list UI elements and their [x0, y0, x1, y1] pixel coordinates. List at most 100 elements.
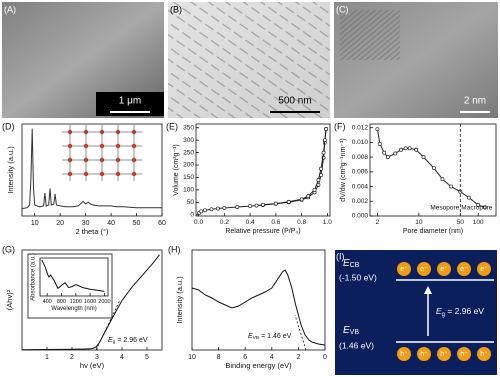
data-point — [203, 208, 207, 213]
electron — [437, 262, 451, 276]
atom — [83, 171, 89, 177]
x-tick-label: 60 — [158, 220, 166, 227]
y-tick-label: 0.012 — [352, 124, 369, 131]
data-point — [467, 195, 471, 200]
y-tick-label: 0.002 — [352, 198, 369, 205]
annotation: Eg = 2.96 eV — [108, 337, 148, 345]
atom — [83, 157, 89, 163]
data-line — [198, 128, 327, 214]
x-tick-label: 0.0 — [194, 219, 203, 226]
x-tick-label: 8 — [217, 354, 221, 361]
panel-label: (G) — [2, 244, 15, 254]
electron-label: e⁻ — [460, 266, 468, 273]
y-tick-label: 0.006 — [352, 169, 369, 176]
subscript: CB — [350, 262, 360, 269]
scale-bar-label: 1 μm — [119, 96, 141, 107]
plot-frame — [39, 257, 109, 297]
inset-box — [27, 253, 113, 319]
data-point — [316, 177, 321, 182]
annotation-text: = 2.96 eV — [115, 337, 147, 344]
subscript: g — [442, 312, 445, 318]
atom — [131, 129, 137, 135]
annotation: EVB — [343, 325, 359, 336]
hole — [477, 347, 491, 361]
x-tick-label: 3 — [95, 354, 99, 361]
x-tick-label: 50 — [133, 220, 141, 227]
atom — [99, 143, 105, 149]
x-tick-label: 2 — [376, 219, 380, 226]
data-line — [21, 128, 162, 210]
symbol: E — [248, 333, 253, 340]
x-tick-label: 50 — [457, 219, 465, 226]
tem-texture — [168, 2, 330, 118]
plot-frame — [369, 123, 497, 217]
data-point — [377, 141, 382, 146]
plot-frame — [21, 249, 163, 351]
data-point — [199, 209, 204, 214]
y-tick-label: 0 — [190, 211, 194, 218]
atom — [99, 129, 105, 135]
panel-label: (E) — [166, 121, 178, 131]
y-tick-label: 0.004 — [352, 183, 369, 190]
data-point — [261, 202, 265, 207]
hole-label: h⁺ — [400, 350, 408, 358]
x-tick-label: 1.0 — [323, 219, 332, 226]
region-label: Mesopore — [430, 205, 459, 212]
x-axis-label: Wavelength (nm) — [51, 306, 96, 312]
data-point — [254, 203, 259, 208]
x-tick-label: 6 — [243, 354, 247, 361]
y-tick-label: 350 — [183, 124, 194, 131]
atom — [67, 129, 73, 135]
data-point — [299, 197, 304, 202]
atom — [99, 171, 105, 177]
subscript: VB — [253, 335, 260, 341]
electron-label: e⁻ — [420, 266, 428, 273]
vb-energy: (1.46 eV) — [339, 340, 374, 350]
atom — [131, 157, 137, 163]
symbol: E — [108, 337, 113, 344]
y-axis-label: dV/dw (cm³g⁻¹nm⁻¹) — [340, 138, 347, 201]
data-point — [382, 150, 387, 155]
x-tick-label: 1 — [45, 354, 49, 361]
x-axis-label: Binding energy (eV) — [225, 361, 292, 370]
data-point — [215, 206, 220, 211]
electron — [457, 262, 471, 276]
x-axis-label: Pore diameter (nm) — [403, 228, 463, 235]
tangent — [95, 299, 121, 351]
data-point — [393, 151, 398, 156]
y-tick-label: 0.010 — [352, 139, 369, 146]
y-axis-label: Absorbance (a.u.) — [31, 253, 37, 301]
cb-energy: (-1.50 eV) — [339, 272, 377, 282]
data-point — [407, 146, 412, 151]
data-point — [432, 166, 436, 171]
annotation-text: = 2.96 eV — [445, 306, 484, 316]
subscript: VB — [350, 329, 360, 336]
data-point — [399, 147, 403, 152]
data-point — [312, 187, 317, 192]
data-point — [476, 203, 481, 207]
data-point — [449, 184, 454, 189]
panel-label: (F) — [334, 121, 346, 131]
data-point — [222, 206, 227, 210]
y-tick-label: 0.008 — [352, 154, 369, 161]
hole — [437, 347, 451, 361]
x-tick-label: 0 — [323, 354, 327, 361]
y-axis-label: (Ahv)² — [5, 289, 14, 310]
annotation-text: = 1.46 eV — [259, 333, 291, 340]
x-tick-label: 10 — [415, 219, 423, 226]
data-point — [414, 147, 419, 152]
symbol: E — [343, 258, 350, 269]
lattice-fringes — [340, 10, 400, 60]
data-point — [403, 146, 408, 151]
x-tick-label: 30 — [82, 220, 90, 227]
hole-label: h⁺ — [480, 350, 488, 358]
y-tick-label: 200 — [183, 162, 194, 169]
data-line — [376, 129, 486, 208]
y-axis-label: Intensity (a.u.) — [175, 276, 184, 324]
scale-bar-label: 2 nm — [464, 96, 486, 107]
atom — [115, 171, 121, 177]
annotation: EVB = 1.46 eV — [248, 333, 292, 341]
panel-label: (I) — [336, 251, 345, 261]
data-point — [248, 204, 253, 209]
